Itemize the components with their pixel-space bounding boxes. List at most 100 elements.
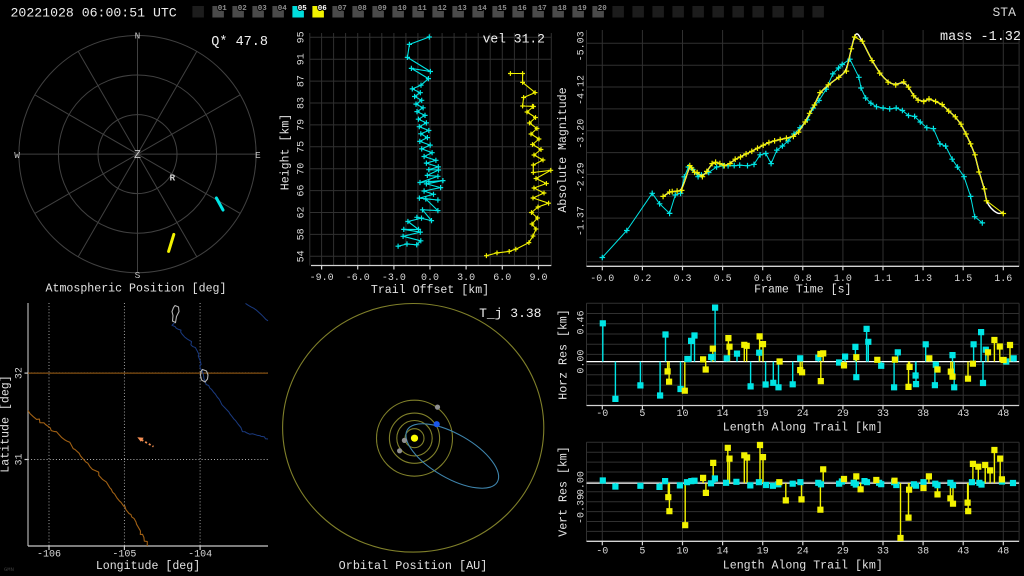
svg-text:32: 32 <box>15 367 26 379</box>
svg-text:Latitude [deg]: Latitude [deg] <box>0 375 13 472</box>
svg-text:6.0: 6.0 <box>493 273 511 284</box>
svg-text:-0: -0 <box>596 409 608 420</box>
svg-text:-9.0: -9.0 <box>310 273 334 284</box>
svg-text:31: 31 <box>15 453 26 465</box>
svg-text:-0.39: -0.39 <box>577 494 588 524</box>
svg-text:12: 12 <box>438 5 448 13</box>
svg-text:Z: Z <box>134 149 141 162</box>
svg-text:04: 04 <box>278 5 288 13</box>
svg-text:29: 29 <box>837 409 849 420</box>
svg-text:70: 70 <box>297 163 308 175</box>
svg-text:43: 43 <box>957 547 969 558</box>
svg-text:0.8: 0.8 <box>794 274 812 285</box>
svg-text:0.00: 0.00 <box>577 350 588 374</box>
svg-text:58: 58 <box>297 228 308 240</box>
svg-text:06: 06 <box>318 5 328 13</box>
svg-text:Absolute Magnitude: Absolute Magnitude <box>557 87 570 212</box>
svg-text:0.46: 0.46 <box>577 310 588 334</box>
svg-text:02: 02 <box>238 5 248 13</box>
svg-text:05: 05 <box>298 5 308 13</box>
svg-text:STA: STA <box>993 5 1017 20</box>
svg-text:54: 54 <box>297 250 308 262</box>
svg-text:83: 83 <box>297 97 308 109</box>
svg-text:0.6: 0.6 <box>754 274 772 285</box>
svg-text:-3.0: -3.0 <box>382 273 406 284</box>
svg-text:Horz Res [km]: Horz Res [km] <box>558 309 571 399</box>
svg-text:-3.20: -3.20 <box>577 119 588 149</box>
svg-text:24: 24 <box>797 409 809 420</box>
svg-text:91: 91 <box>297 53 308 65</box>
svg-text:75: 75 <box>297 141 308 153</box>
svg-text:1.1: 1.1 <box>874 274 892 285</box>
svg-text:Height [km]: Height [km] <box>280 114 293 191</box>
svg-text:Orbital Position [AU]: Orbital Position [AU] <box>339 559 488 573</box>
svg-text:-2.29: -2.29 <box>577 162 588 192</box>
svg-text:43: 43 <box>957 409 969 420</box>
svg-text:N: N <box>135 31 141 42</box>
svg-text:Longitude [deg]: Longitude [deg] <box>96 560 200 573</box>
svg-text:38: 38 <box>917 547 929 558</box>
svg-text:18: 18 <box>558 5 568 13</box>
svg-text:20221028 06:00:51 UTC: 20221028 06:00:51 UTC <box>11 6 177 21</box>
svg-text:0.00: 0.00 <box>577 471 588 495</box>
svg-text:24: 24 <box>797 547 809 558</box>
svg-text:19: 19 <box>757 547 769 558</box>
svg-text:T_j 3.38: T_j 3.38 <box>479 306 541 321</box>
svg-text:S: S <box>135 270 141 281</box>
svg-text:1.5: 1.5 <box>954 274 972 285</box>
svg-text:Trail Offset [km]: Trail Offset [km] <box>371 284 489 297</box>
svg-text:07: 07 <box>338 5 347 13</box>
svg-text:1.0: 1.0 <box>834 274 852 285</box>
svg-text:11: 11 <box>418 5 428 13</box>
svg-text:mass -1.32: mass -1.32 <box>940 30 1021 45</box>
svg-text:16: 16 <box>518 5 528 13</box>
svg-text:14: 14 <box>717 409 729 420</box>
svg-text:5: 5 <box>639 547 645 558</box>
svg-text:Q* 47.8: Q* 47.8 <box>211 35 268 50</box>
svg-text:-105: -105 <box>112 550 136 561</box>
svg-text:0.0: 0.0 <box>421 273 439 284</box>
svg-text:GMN: GMN <box>4 566 14 573</box>
svg-text:5: 5 <box>639 409 645 420</box>
svg-text:-1.37: -1.37 <box>577 206 588 236</box>
svg-text:48: 48 <box>997 547 1009 558</box>
svg-text:Length Along Trail [km]: Length Along Trail [km] <box>723 421 883 434</box>
svg-text:13: 13 <box>458 5 468 13</box>
svg-text:-0: -0 <box>596 547 608 558</box>
svg-text:14: 14 <box>478 5 488 13</box>
svg-text:17: 17 <box>538 5 547 13</box>
svg-text:-6.0: -6.0 <box>346 273 370 284</box>
svg-text:Vert Res [km]: Vert Res [km] <box>558 446 571 536</box>
svg-text:66: 66 <box>297 185 308 197</box>
svg-text:10: 10 <box>676 547 688 558</box>
svg-text:33: 33 <box>877 547 889 558</box>
svg-text:29: 29 <box>837 547 849 558</box>
svg-text:1.3: 1.3 <box>914 274 932 285</box>
svg-text:-104: -104 <box>188 550 212 561</box>
svg-text:10: 10 <box>398 5 408 13</box>
svg-text:19: 19 <box>757 409 769 420</box>
svg-text:1.6: 1.6 <box>994 274 1012 285</box>
svg-text:08: 08 <box>358 5 368 13</box>
svg-text:-0.0: -0.0 <box>590 274 614 285</box>
svg-text:-106: -106 <box>37 550 61 561</box>
svg-text:19: 19 <box>578 5 588 13</box>
svg-text:33: 33 <box>877 409 889 420</box>
svg-text:Atmospheric Position [deg]: Atmospheric Position [deg] <box>46 283 227 296</box>
svg-text:-5.03: -5.03 <box>577 31 588 61</box>
svg-text:09: 09 <box>378 5 388 13</box>
svg-text:W: W <box>14 150 20 161</box>
svg-text:15: 15 <box>498 5 508 13</box>
svg-text:10: 10 <box>676 409 688 420</box>
svg-text:01: 01 <box>218 5 228 13</box>
svg-text:87: 87 <box>297 75 308 87</box>
svg-text:48: 48 <box>997 409 1009 420</box>
svg-text:9.0: 9.0 <box>529 273 547 284</box>
svg-text:3.0: 3.0 <box>457 273 475 284</box>
svg-text:20: 20 <box>598 5 608 13</box>
svg-text:0.5: 0.5 <box>714 274 732 285</box>
svg-text:E: E <box>255 150 261 161</box>
svg-text:0.3: 0.3 <box>673 274 691 285</box>
svg-text:R: R <box>170 172 176 183</box>
svg-text:03: 03 <box>258 5 268 13</box>
